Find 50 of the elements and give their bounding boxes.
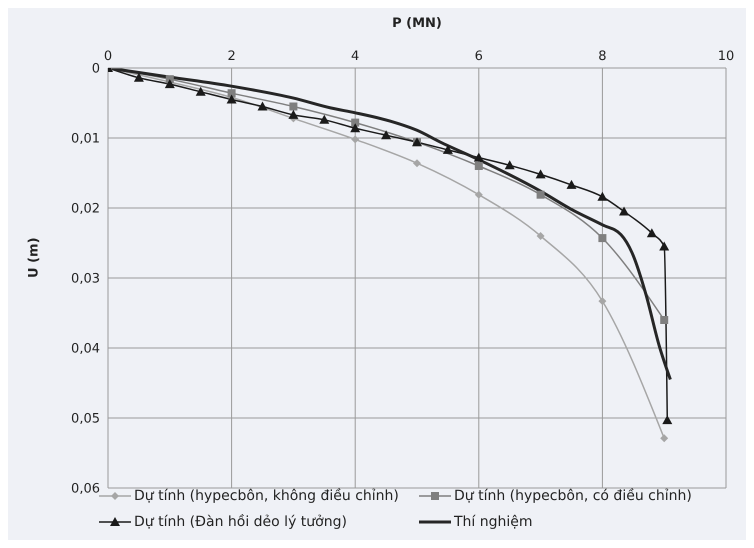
y-tick-label: 0,03 xyxy=(71,272,100,287)
legend-label: Thí nghiệm xyxy=(454,514,533,530)
point xyxy=(536,190,545,199)
legend-label: Dự tính (hypecbôn, không điều chỉnh) xyxy=(134,488,399,504)
point xyxy=(350,123,360,132)
point xyxy=(289,102,298,110)
x-axis-title: P (MN) xyxy=(392,16,442,32)
y-tick-label: 0,04 xyxy=(71,342,100,357)
point xyxy=(662,415,672,424)
legend-label: Dự tính (hypecbôn, có điều chỉnh) xyxy=(454,488,692,504)
point xyxy=(474,190,483,199)
legend-label: Dự tính (Đàn hồi dẻo lý tưởng) xyxy=(134,514,347,530)
y-tick-label: 0,06 xyxy=(71,482,100,497)
point xyxy=(619,206,630,216)
y-tick-label: 0 xyxy=(92,62,100,77)
point xyxy=(597,192,608,201)
point xyxy=(646,228,657,238)
point xyxy=(598,234,606,242)
point xyxy=(659,242,670,250)
point xyxy=(536,232,545,240)
x-tick-label: 4 xyxy=(351,49,360,64)
point xyxy=(196,86,206,96)
y-tick-label: 0,05 xyxy=(71,412,100,427)
point xyxy=(536,169,546,178)
point xyxy=(474,152,484,162)
point xyxy=(351,135,360,144)
point xyxy=(288,110,298,119)
point xyxy=(228,89,236,98)
point xyxy=(660,316,668,324)
point xyxy=(134,72,144,82)
point xyxy=(474,162,483,170)
point xyxy=(660,434,668,442)
x-tick-label: 6 xyxy=(474,49,483,64)
point xyxy=(351,118,360,127)
point xyxy=(164,79,175,88)
point xyxy=(504,160,515,170)
y-tick-label: 0,02 xyxy=(71,202,100,217)
x-tick-label: 2 xyxy=(227,49,236,64)
point xyxy=(413,159,421,168)
x-tick-label: 0 xyxy=(104,49,112,64)
point xyxy=(442,144,453,154)
point xyxy=(566,180,576,189)
point xyxy=(381,130,392,140)
point xyxy=(598,297,606,306)
y-tick-label: 0,01 xyxy=(71,132,100,147)
x-tick-label: 8 xyxy=(598,49,607,64)
x-tick-label: 10 xyxy=(718,49,734,64)
y-axis-title: U (m) xyxy=(26,237,42,278)
point xyxy=(258,102,268,110)
point xyxy=(319,114,330,124)
